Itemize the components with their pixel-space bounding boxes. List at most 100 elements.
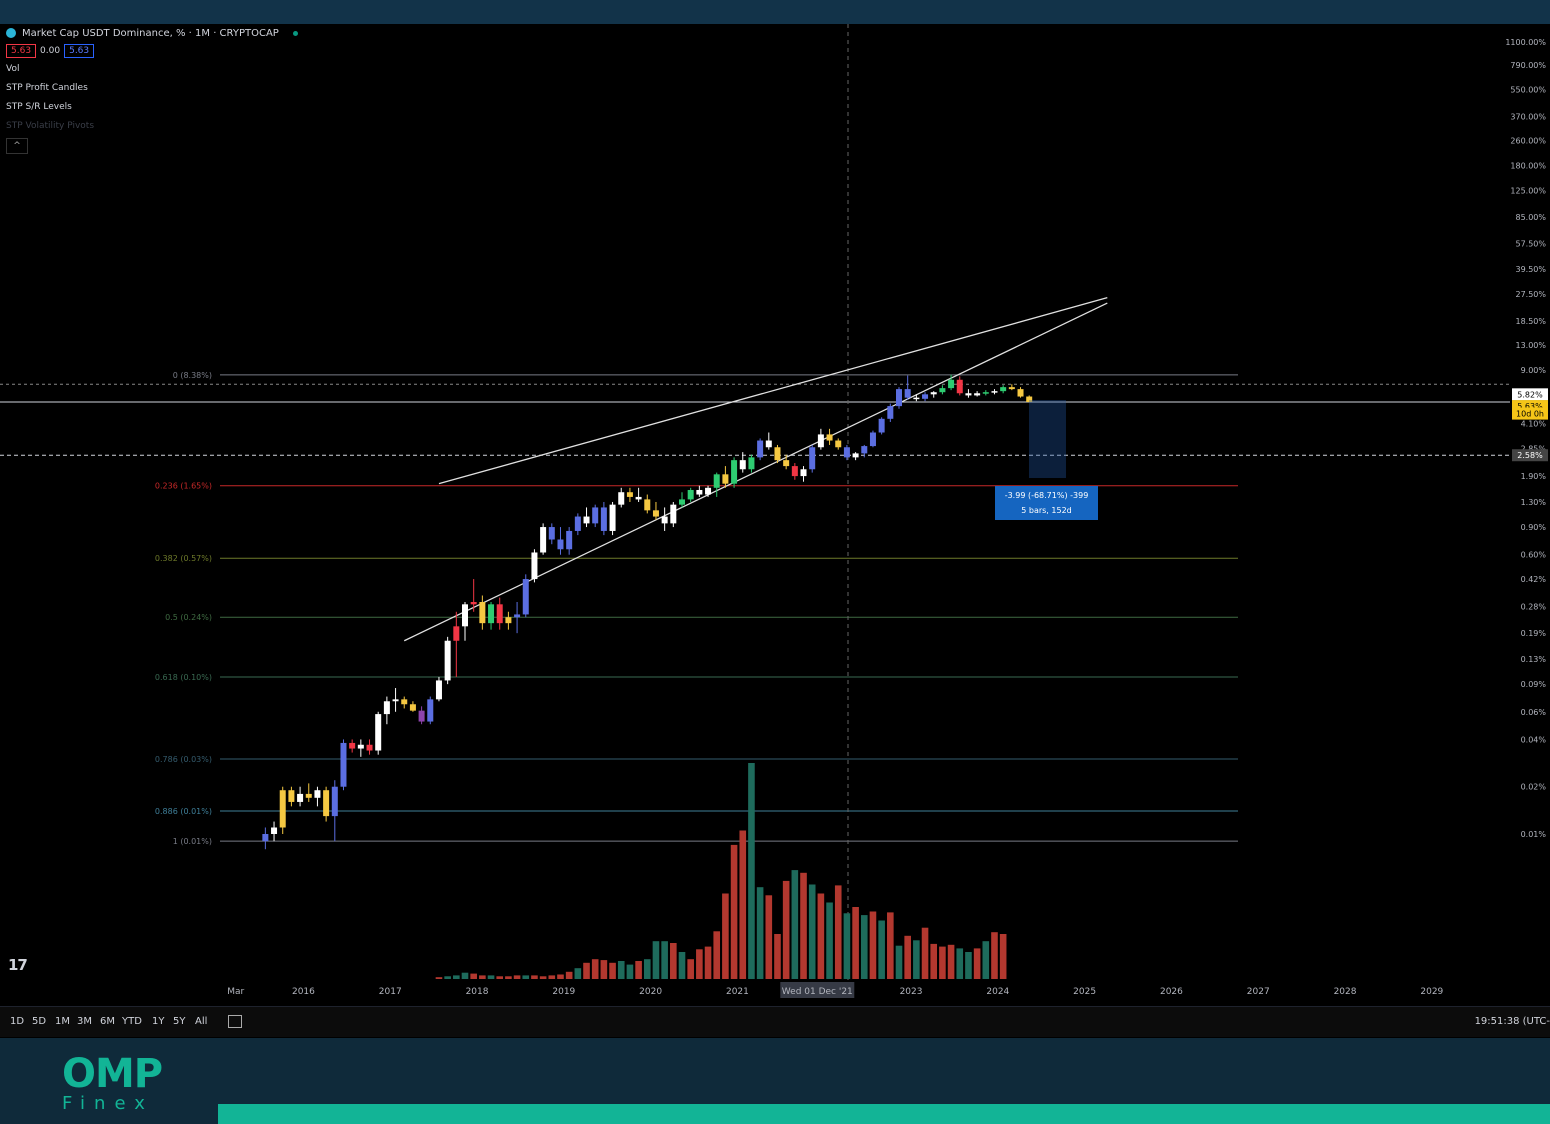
price-axis-tick-label: 57.50% — [1515, 239, 1546, 248]
candle-body — [540, 527, 547, 553]
timeframe-5d[interactable]: 5D — [32, 1016, 47, 1027]
fib-level-label: 0.236 (1.65%) — [155, 482, 212, 491]
volume-bar — [834, 885, 842, 979]
candle-body — [982, 392, 989, 394]
candle-body — [948, 379, 955, 389]
timeframe-all[interactable]: All — [195, 1016, 208, 1027]
volume-bar — [565, 971, 573, 979]
candle-body — [357, 744, 364, 749]
candle-body — [514, 614, 521, 618]
candle-body — [618, 492, 625, 505]
measure-tooltip: -3.99 (-68.71%) -399 5 bars, 152d — [995, 486, 1098, 520]
candle-body — [774, 447, 781, 461]
price-axis-tick-label: 0.60% — [1521, 551, 1547, 560]
candle-body — [609, 504, 616, 531]
price-axis-bg — [1510, 24, 1550, 1006]
market-status-icon — [292, 30, 298, 36]
volume-bar — [722, 893, 729, 979]
price-chart-svg[interactable]: 0 (8.38%) 0.236 (1.65%) 0.382 (0.57%) 0.5 (… — [0, 24, 1550, 1006]
candle-body — [600, 507, 607, 531]
symbol-title[interactable]: Market Cap USDT Dominance, % · 1M · CRYP… — [22, 27, 279, 39]
crosshair-date-box — [780, 982, 855, 998]
volume-bar — [661, 941, 668, 979]
candle-body — [922, 394, 929, 399]
volume-bar — [774, 934, 781, 979]
wedge-trendline — [403, 302, 1108, 642]
volume-bar — [808, 884, 816, 979]
timeframe-6m[interactable]: 6M — [100, 1016, 115, 1027]
indicator-stp-sr-levels[interactable]: STP S/R Levels — [6, 102, 72, 112]
timeframe-1y[interactable]: 1Y — [152, 1016, 165, 1027]
candle-body — [522, 579, 529, 615]
candle-body — [297, 793, 304, 802]
time-axis-tick-label: 2028 — [1334, 987, 1357, 997]
candle-body — [583, 516, 590, 524]
volume-bar — [600, 960, 608, 979]
candle-body — [869, 432, 876, 447]
volume-bar — [522, 975, 530, 979]
candle-body — [566, 530, 573, 550]
candle-body — [635, 496, 642, 500]
candle-body — [826, 434, 833, 441]
time-axis-tick-label: 2023 — [900, 987, 923, 997]
fib-level-label: 0.382 (0.57%) — [155, 554, 212, 563]
candle-body — [531, 552, 538, 580]
chart-legend: Market Cap USDT Dominance, % · 1M · CRYP… — [6, 24, 298, 154]
indicator-vol[interactable]: Vol — [6, 64, 20, 74]
timeframe-5y[interactable]: 5Y — [173, 1016, 186, 1027]
timeframe-3m[interactable]: 3M — [77, 1016, 92, 1027]
candle-body — [731, 460, 738, 484]
candle-body — [835, 440, 842, 448]
measure-bars: 5 bars, 152d — [1021, 506, 1072, 515]
price-axis-tick-label: 0.01% — [1521, 830, 1547, 839]
volume-bar — [756, 887, 764, 979]
measure-change: -3.99 (-68.71%) -399 — [1004, 491, 1089, 500]
candle-body — [644, 499, 651, 511]
tradingview-logo[interactable]: 17 — [8, 956, 28, 974]
sell-price[interactable]: 5.63 — [6, 44, 37, 58]
volume-bar — [470, 973, 477, 979]
price-axis-tick-label: 0.42% — [1521, 575, 1547, 584]
volume-bar — [539, 976, 547, 979]
candle-body — [383, 701, 390, 715]
candle-body — [939, 388, 946, 393]
candle-body — [843, 447, 850, 458]
chart-area[interactable]: 0 (8.38%) 0.236 (1.65%) 0.382 (0.57%) 0.5 (… — [0, 24, 1550, 1038]
indicator-stp-profit-candles[interactable]: STP Profit Candles — [6, 83, 88, 93]
volume-bar — [704, 946, 712, 979]
candle-body — [904, 389, 911, 398]
price-axis-tick-label: 0.04% — [1521, 735, 1547, 744]
volume-bar — [921, 927, 929, 979]
timeframe-ytd[interactable]: YTD — [122, 1016, 142, 1027]
buy-price[interactable]: 5.63 — [64, 44, 95, 58]
indicator-stp-volatility-pivots[interactable]: STP Volatility Pivots — [6, 121, 95, 131]
volume-bar — [591, 959, 599, 979]
volume-bar — [765, 895, 773, 979]
price-axis-tick-label: 18.50% — [1515, 317, 1546, 326]
collapse-legend-button[interactable]: ^ — [6, 138, 28, 154]
volume-bar — [531, 975, 538, 979]
candle-body — [765, 440, 772, 448]
clock[interactable]: 19:51:38 (UTC- — [1474, 1016, 1550, 1027]
timeframe-1m[interactable]: 1M — [55, 1016, 70, 1027]
candle-body — [453, 626, 460, 641]
price-axis-tick-label: 0.19% — [1521, 629, 1547, 638]
volume-bar — [895, 945, 903, 979]
price-label: 2.58% — [1517, 451, 1543, 460]
volume-bar — [782, 880, 790, 979]
volume-bar — [652, 941, 660, 979]
volume-bar — [748, 763, 755, 979]
timeframe-1d[interactable]: 1D — [10, 1016, 25, 1027]
candle-body — [739, 460, 746, 470]
time-axis-tick-label: 2021 — [726, 987, 749, 997]
candle-body — [340, 742, 347, 787]
price-axis-tick-label: 0.13% — [1521, 655, 1547, 664]
candle-body — [887, 406, 894, 419]
fib-level-label: 1 (0.01%) — [173, 837, 212, 846]
time-axis-tick-label: 2017 — [379, 987, 402, 997]
volume-bar — [860, 915, 868, 979]
calendar-range-icon[interactable] — [228, 1015, 242, 1028]
price-axis-tick-label: 0.06% — [1521, 708, 1547, 717]
candle-body — [349, 742, 356, 749]
fib-level-label: 0 (8.38%) — [173, 371, 212, 380]
